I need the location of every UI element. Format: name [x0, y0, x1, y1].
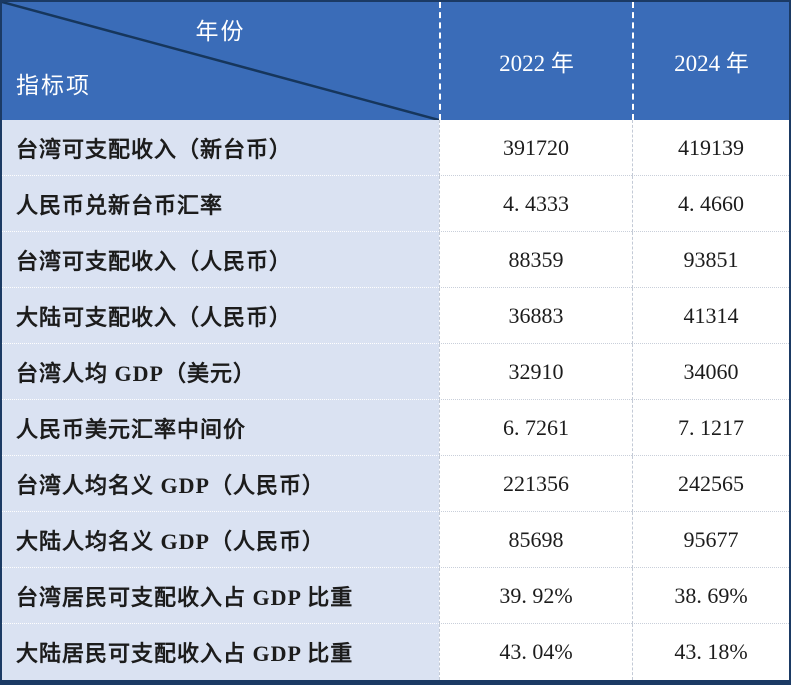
value-2024: 7. 1217	[632, 400, 789, 456]
header-indicator-axis-label: 指标项	[16, 73, 91, 98]
value-2022: 85698	[439, 512, 632, 568]
value-2022: 36883	[439, 288, 632, 344]
value-2022: 39. 92%	[439, 568, 632, 624]
row-label: 台湾可支配收入（人民币）	[2, 232, 439, 288]
table-row: 大陆人均名义 GDP（人民币） 85698 95677	[2, 512, 789, 568]
row-label: 大陆人均名义 GDP（人民币）	[2, 512, 439, 568]
row-label: 大陆可支配收入（人民币）	[2, 288, 439, 344]
value-2024: 95677	[632, 512, 789, 568]
value-2022: 88359	[439, 232, 632, 288]
table-row: 台湾人均名义 GDP（人民币） 221356 242565	[2, 456, 789, 512]
table-row: 人民币美元汇率中间价 6. 7261 7. 1217	[2, 400, 789, 456]
table-header-row: 年份 指标项 2022 年 2024 年	[2, 2, 789, 120]
value-2022: 4. 4333	[439, 176, 632, 232]
value-2022: 391720	[439, 120, 632, 176]
value-2022: 6. 7261	[439, 400, 632, 456]
value-2024: 4. 4660	[632, 176, 789, 232]
value-2024: 242565	[632, 456, 789, 512]
table-row: 台湾可支配收入（新台币） 391720 419139	[2, 120, 789, 176]
column-header-2024: 2024 年	[632, 2, 789, 120]
value-2024: 419139	[632, 120, 789, 176]
row-label: 大陆居民可支配收入占 GDP 比重	[2, 624, 439, 680]
row-label: 台湾居民可支配收入占 GDP 比重	[2, 568, 439, 624]
diagonal-divider-line	[2, 2, 439, 120]
value-2024: 38. 69%	[632, 568, 789, 624]
value-2024: 93851	[632, 232, 789, 288]
value-2024: 41314	[632, 288, 789, 344]
row-label: 人民币美元汇率中间价	[2, 400, 439, 456]
row-label: 人民币兑新台币汇率	[2, 176, 439, 232]
column-header-2022: 2022 年	[439, 2, 632, 120]
row-label: 台湾可支配收入（新台币）	[2, 120, 439, 176]
header-year-axis-label: 年份	[195, 19, 246, 44]
value-2022: 221356	[439, 456, 632, 512]
table-row: 人民币兑新台币汇率 4. 4333 4. 4660	[2, 176, 789, 232]
value-2022: 43. 04%	[439, 624, 632, 680]
diagonal-corner-cell: 年份 指标项	[2, 2, 439, 120]
table-row: 台湾居民可支配收入占 GDP 比重 39. 92% 38. 69%	[2, 568, 789, 624]
table-row: 大陆居民可支配收入占 GDP 比重 43. 04% 43. 18%	[2, 624, 789, 680]
value-2024: 34060	[632, 344, 789, 400]
row-label: 台湾人均名义 GDP（人民币）	[2, 456, 439, 512]
table-row: 大陆可支配收入（人民币） 36883 41314	[2, 288, 789, 344]
value-2022: 32910	[439, 344, 632, 400]
value-2024: 43. 18%	[632, 624, 789, 680]
table-row: 台湾人均 GDP（美元） 32910 34060	[2, 344, 789, 400]
table-body: 台湾可支配收入（新台币） 391720 419139 人民币兑新台币汇率 4. …	[2, 120, 789, 680]
row-label: 台湾人均 GDP（美元）	[2, 344, 439, 400]
table-row: 台湾可支配收入（人民币） 88359 93851	[2, 232, 789, 288]
